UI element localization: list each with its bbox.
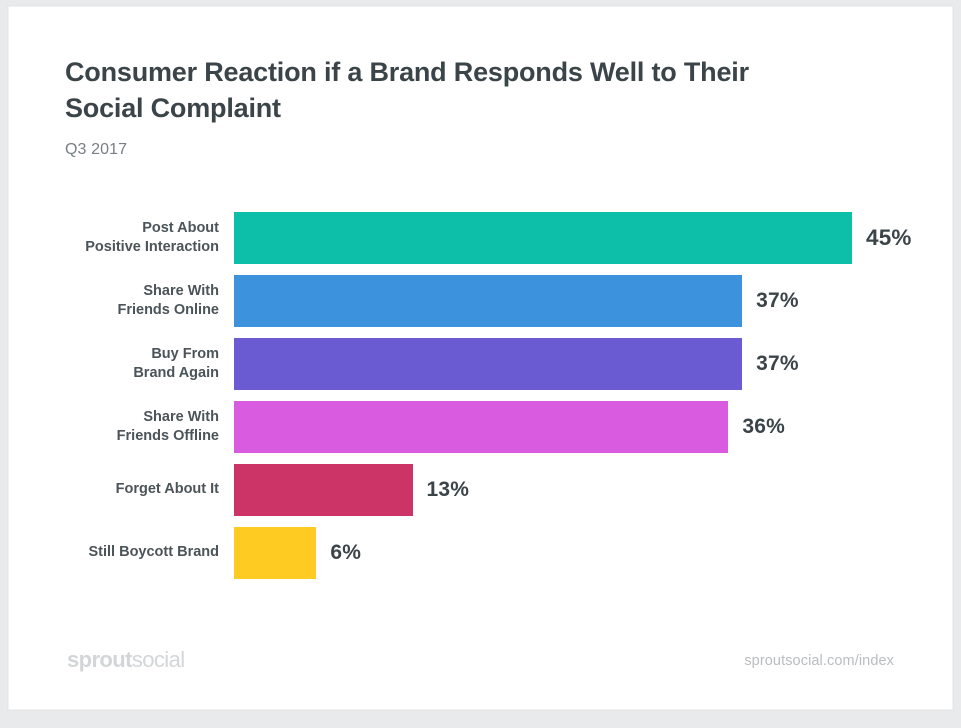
bar-track: 37% xyxy=(234,338,799,390)
bar-chart-plot-area: Post About Positive Interaction 45% Share … xyxy=(9,212,954,590)
bar-track: 13% xyxy=(234,464,469,516)
bar-category-label: Post About Positive Interaction xyxy=(85,219,219,255)
chart-footer: sproutsocial sproutsocial.com/index xyxy=(9,647,952,687)
bar-row: Share With Friends Offline 36% xyxy=(9,401,954,464)
bar-track: 6% xyxy=(234,527,361,579)
logo-text-sprout: sprout xyxy=(67,647,132,672)
bar-category-label: Buy From Brand Again xyxy=(133,345,219,381)
chart-header: Consumer Reaction if a Brand Responds We… xyxy=(65,55,765,159)
bar xyxy=(234,464,413,516)
sproutsocial-logo: sproutsocial xyxy=(67,647,185,673)
bar-row: Post About Positive Interaction 45% xyxy=(9,212,954,275)
bar-value-label: 13% xyxy=(426,478,470,501)
page-title: Consumer Reaction if a Brand Responds We… xyxy=(65,57,749,123)
bar-category-label: Share With Friends Online xyxy=(117,282,219,318)
bar xyxy=(234,275,743,327)
bar-category-label: Still Boycott Brand xyxy=(88,544,219,561)
bar-track: 36% xyxy=(234,401,785,453)
bar-value-label: 6% xyxy=(330,541,362,564)
bar-track: 45% xyxy=(234,212,912,264)
bar-row: Forget About It 13% xyxy=(9,464,954,527)
chart-subtitle: Q3 2017 xyxy=(65,140,128,158)
bar xyxy=(234,527,317,579)
bar-row: Share With Friends Online 37% xyxy=(9,275,954,338)
bar-row: Buy From Brand Again 37% xyxy=(9,338,954,401)
bar-track: 37% xyxy=(234,275,799,327)
bar-category-label: Share With Friends Offline xyxy=(116,408,219,444)
chart-card: Consumer Reaction if a Brand Responds We… xyxy=(8,6,953,710)
bar-value-label: 37% xyxy=(756,352,799,375)
bar xyxy=(234,212,852,264)
source-url: sproutsocial.com/index xyxy=(744,653,894,669)
bar-category-label: Forget About It xyxy=(115,481,219,498)
bar-value-label: 37% xyxy=(756,289,799,312)
bar xyxy=(234,338,743,390)
bar-value-label: 45% xyxy=(866,225,912,250)
bar xyxy=(234,401,729,453)
bar-value-label: 36% xyxy=(742,415,786,438)
logo-text-social: social xyxy=(131,647,185,672)
bar-row: Still Boycott Brand 6% xyxy=(9,527,954,590)
